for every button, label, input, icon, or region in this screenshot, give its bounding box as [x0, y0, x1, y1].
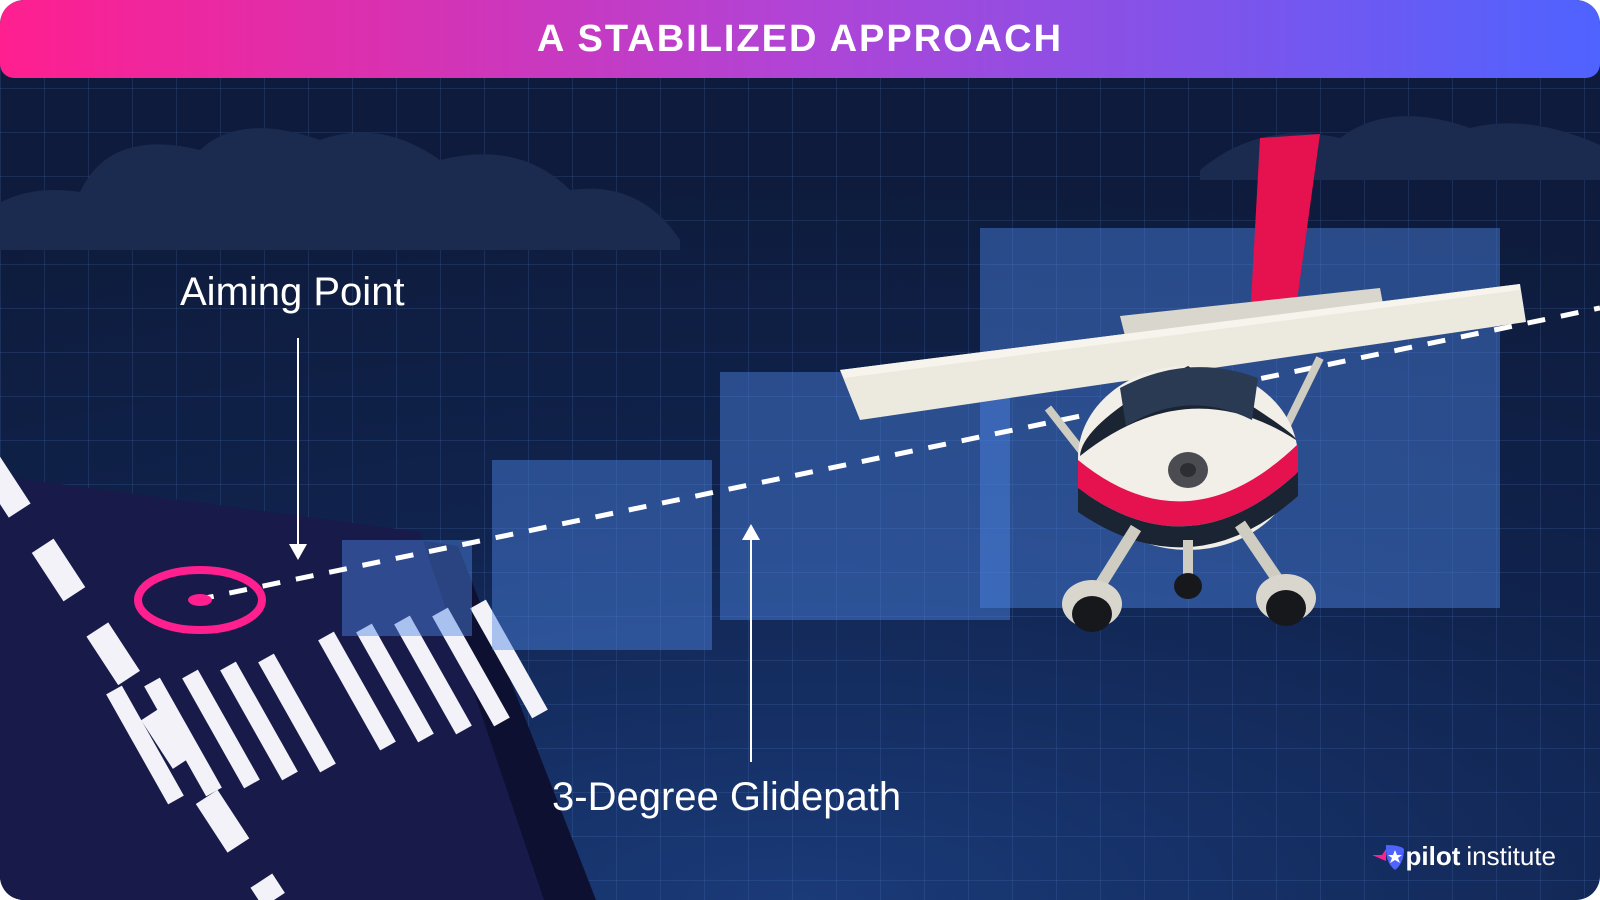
- glidepath-arrow-line: [750, 540, 752, 762]
- aiming-point-arrow-head: [289, 544, 307, 560]
- header-bar: A STABILIZED APPROACH: [0, 0, 1600, 78]
- aiming-point-arrow-line: [297, 338, 299, 544]
- glidepath-label: 3-Degree Glidepath: [552, 775, 901, 820]
- logo-text-thin: institute: [1466, 841, 1556, 872]
- brand-logo: pilotinstitute: [1372, 841, 1556, 872]
- glidepath-arrow-head: [742, 524, 760, 540]
- airplane-icon: [820, 120, 1540, 640]
- header-title: A STABILIZED APPROACH: [537, 18, 1063, 61]
- logo-text-bold: pilot: [1406, 841, 1461, 872]
- aiming-point-label: Aiming Point: [180, 270, 405, 315]
- infographic-stage: Aiming Point 3-Degree Glidepath A STABIL…: [0, 0, 1600, 900]
- logo-badge-icon: [1372, 843, 1400, 871]
